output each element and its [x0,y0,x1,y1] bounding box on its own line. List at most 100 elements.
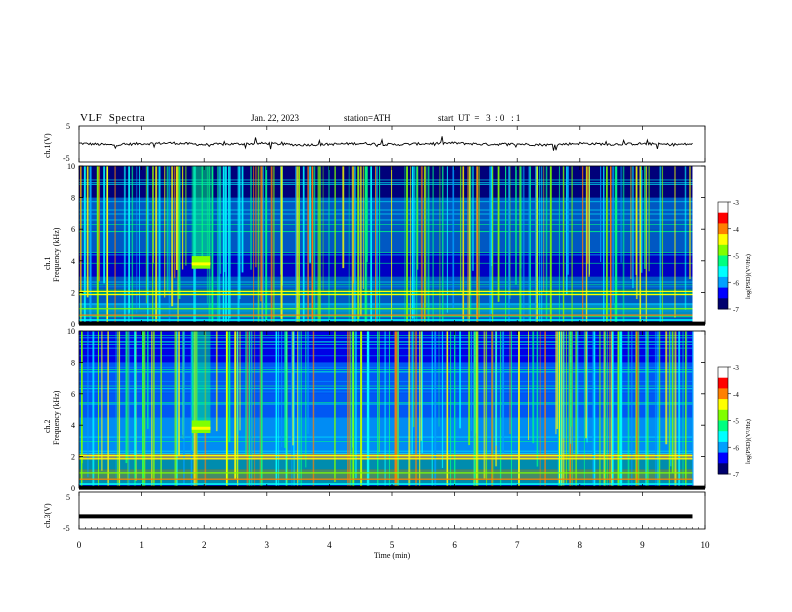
sferic-streak [311,166,314,324]
sferic-streak [441,331,444,469]
freq-line [79,201,693,203]
sferic-streak [454,331,456,488]
sferic-streak [571,166,573,324]
sferic-streak [322,166,324,291]
sferic-streak [147,166,149,324]
ch1-spectrogram-image [79,166,705,326]
ch1-ylabel: ch.1(V) [43,133,52,158]
sferic-streak [657,331,659,488]
time-tick-label: 2 [202,540,207,550]
sferic-streak [671,331,674,474]
ch1-ytick-bottom: -5 [63,154,70,163]
sferic-streak [472,166,474,271]
sferic-streak [131,166,134,321]
sferic-streak [518,331,520,488]
sferic-streak [347,331,349,488]
sferic-streak [250,166,252,270]
sferic-streak [536,166,538,324]
sferic-streak [281,331,283,448]
ch1-waveform-line [78,136,693,151]
sferic-streak [593,331,596,488]
sferic-streak [619,331,622,488]
sferic-streak [469,166,472,316]
sferic-streak [255,166,257,268]
sferic-streak [632,166,634,289]
sferic-streak [228,166,230,324]
colorbar-tick-label: -3 [733,199,739,207]
sferic-streak [421,331,423,453]
colorbar-segment [718,431,728,443]
freq-line [79,315,693,317]
sferic-streak [587,166,589,264]
freq-tick-label: 10 [67,327,75,336]
sferic-streak [128,331,130,488]
freq-line [79,293,693,295]
sferic-streak [395,331,398,488]
time-tick-label: 5 [390,540,395,550]
sferic-streak [151,166,154,324]
sferic-streak [459,166,462,293]
sferic-streak [116,331,119,488]
sferic-streak [296,166,298,324]
colorbar-segment [718,399,728,411]
low-freq-line [79,293,693,296]
sferic-streak [497,166,500,302]
sferic-streak [560,331,562,488]
sferic-streak [378,331,380,453]
colorbar-segment [718,266,728,278]
colorbar-tick-label: -4 [733,391,739,399]
sferic-streak [178,166,181,299]
colorbar-tick-label: -6 [733,444,739,452]
sferic-streak [420,166,423,324]
sferic-streak [262,166,264,324]
sferic-streak [571,331,573,488]
ch3-waveform-panel: 5 -5 ch.3(V) 0 1 2 3 4 5 6 7 8 9 10 Time (min) [43,126,710,560]
sferic-streak [147,331,149,429]
sferic-streak [505,166,507,324]
sferic-streak [297,166,299,324]
start-time-label: start UT = 3 : 0 : 1 [438,113,521,123]
ch2-spectrogram-image [79,331,705,490]
sferic-streak [665,331,668,445]
sferic-streak [98,166,101,282]
sferic-streak [309,166,311,263]
sferic-streak [416,166,418,324]
sferic-streak [586,331,588,443]
sferic-streak [563,166,565,324]
sferic-streak [692,331,694,488]
ch1-ytick-top: 5 [66,122,70,131]
sferic-streak [313,166,316,324]
sferic-streak [216,166,219,324]
sferic-streak [307,166,309,324]
freq-line [79,262,693,264]
sferic-streak [394,331,397,488]
sferic-streak [419,331,421,488]
low-freq-line [79,483,693,485]
low-freq-line [79,314,693,316]
colorbar-tick-label: -7 [733,306,739,314]
ch3-ytick-bottom: -5 [63,524,70,533]
sferic-streak [225,166,227,324]
sferic-streak [358,166,360,320]
colorbar-segment [718,367,728,379]
sferic-streak [495,331,497,446]
low-freq-line [79,478,693,480]
sferic-streak [558,331,561,485]
sferic-streak [411,166,414,319]
sferic-streak [682,331,684,488]
sferic-streak [404,166,406,324]
freq-tick-label: 0 [71,320,75,329]
low-freq-line [79,455,693,457]
sferic-streak [228,331,231,443]
low-freq-line [79,319,693,321]
ch3-ylabel: ch.3(V) [43,503,52,528]
sferic-streak [570,331,572,427]
sferic-streak [630,166,632,279]
sferic-streak [253,166,255,324]
sferic-streak [97,331,99,488]
sferic-streak [211,166,214,324]
sferic-streak [317,166,319,324]
sferic-streak [411,331,413,455]
time-tick-label: 1 [139,540,144,550]
sferic-streak [576,331,579,455]
